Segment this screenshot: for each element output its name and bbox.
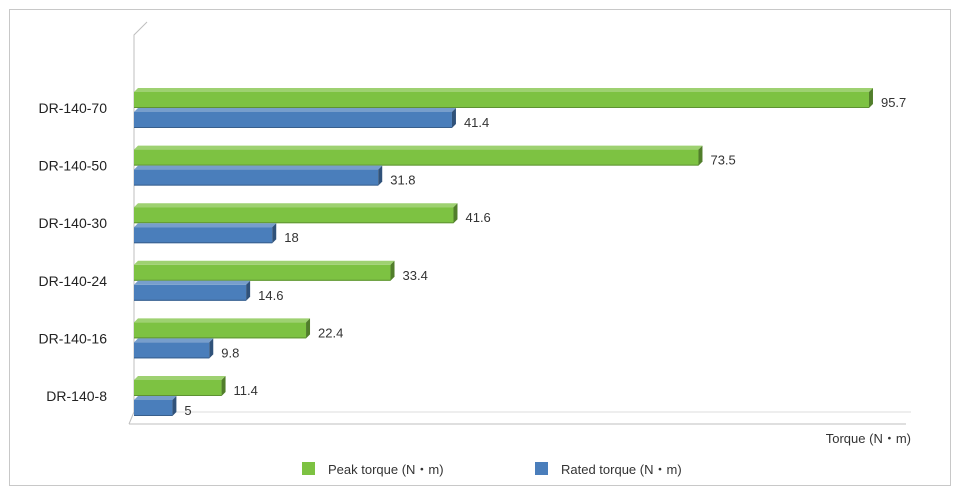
bar-rated-torque [134,223,277,244]
category-label: DR-140-70 [39,100,108,116]
legend-label: Peak torque (N・m) [328,462,444,477]
legend-label: Rated torque (N・m) [561,462,682,477]
legend: Peak torque (N・m) Rated torque (N・m) [302,462,682,477]
category-label: DR-140-50 [39,158,108,174]
data-label: 5 [184,403,191,418]
bar-peak-torque [134,88,873,108]
data-label: 31.8 [390,173,415,188]
bar-peak-torque [134,203,458,224]
x-axis-title: Torque (N・m) [826,431,911,446]
category-labels: DR-140-70 DR-140-50 DR-140-30 DR-140-24 DR-1… [39,100,108,404]
data-label: 41.4 [464,115,489,130]
bar-peak-torque [134,145,703,166]
bar-rated-torque [134,396,177,416]
data-label: 11.4 [234,383,258,398]
floor-corner-edge [128,411,135,425]
bar-peak-torque [134,318,311,339]
bar-rated-torque [134,280,251,301]
category-label: DR-140-8 [46,388,107,404]
bar-peak-torque [134,260,395,281]
data-label: 18 [284,230,298,245]
data-label: 33.4 [403,268,428,283]
data-label: 95.7 [881,95,906,110]
category-label: DR-140-16 [39,330,108,346]
data-label: 73.5 [710,153,735,168]
data-label: 14.6 [258,288,283,303]
data-label: 41.6 [465,210,490,225]
bar-rated-torque [134,338,214,359]
legend-swatch [535,462,548,475]
bar-rated-torque [134,165,383,186]
data-label: 9.8 [221,345,239,360]
bar-peak-torque [134,376,226,396]
legend-swatch [302,462,315,475]
bars-group: 95.7 41.4 73.5 31.8 41.6 18 33.4 14.6 22.4 9.8 11.… [134,88,906,418]
category-label: DR-140-24 [39,273,108,289]
bar-rated-torque [134,108,456,128]
category-label: DR-140-30 [39,215,108,231]
data-label: 22.4 [318,325,343,340]
